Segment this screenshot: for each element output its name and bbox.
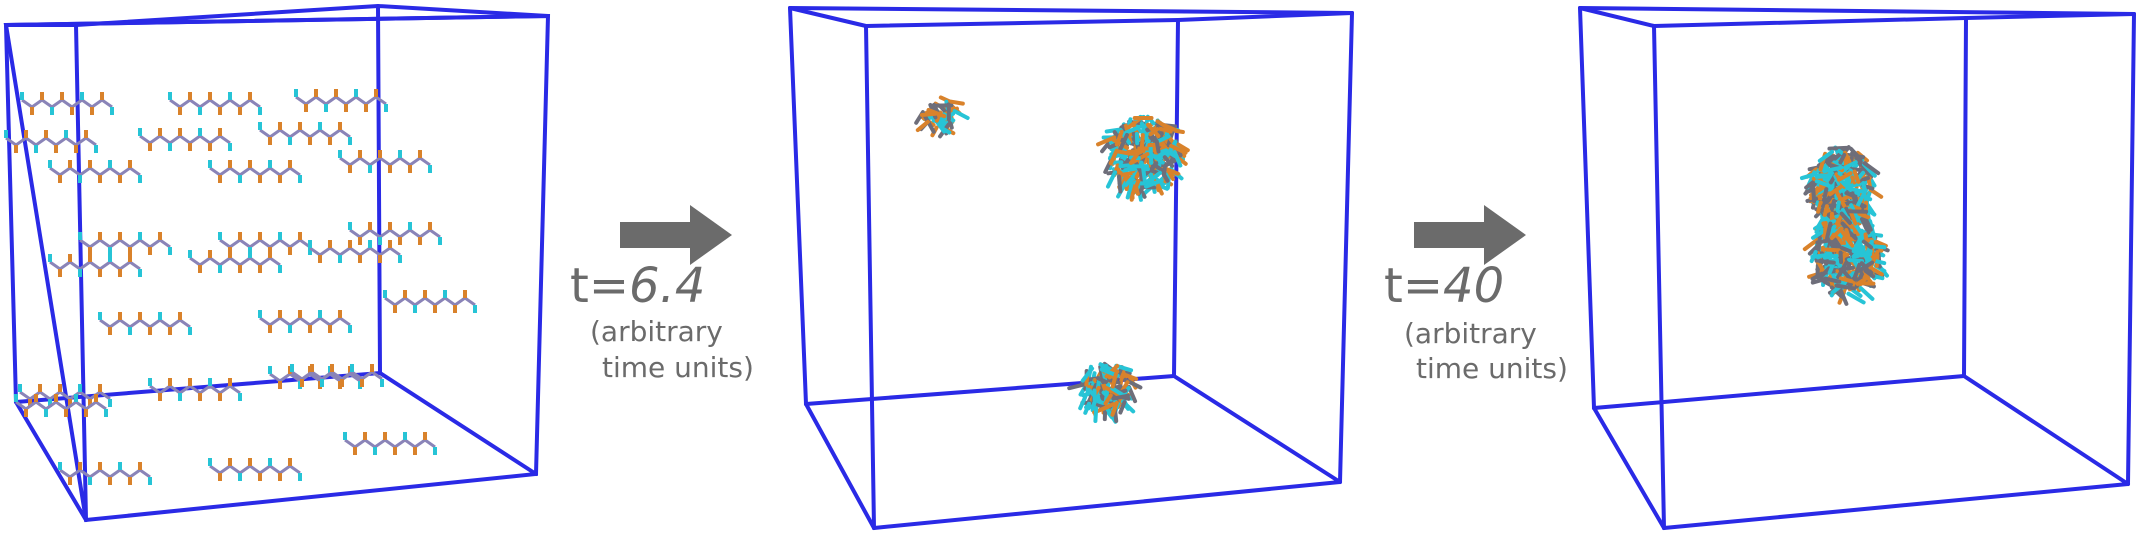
- molecule: [208, 458, 302, 481]
- molecule-aggregate: [1799, 145, 1890, 306]
- units-label-1b: time units): [602, 351, 754, 384]
- molecule: [290, 364, 384, 387]
- molecule: [4, 130, 98, 153]
- box-intermediate: [788, 6, 1354, 530]
- molecule: [148, 378, 242, 401]
- molecule: [168, 92, 262, 115]
- molecule: [20, 92, 114, 115]
- molecule: [14, 394, 108, 417]
- units-label-2b: time units): [1416, 352, 1568, 385]
- molecule: [348, 222, 442, 245]
- molecule: [338, 150, 432, 173]
- molecule: [218, 232, 312, 255]
- units-label-2a: (arbitrary: [1404, 317, 1537, 350]
- cluster: [1802, 206, 1890, 306]
- molecule: [208, 160, 302, 183]
- molecule: [258, 310, 352, 333]
- box-final: [1578, 6, 2136, 530]
- cluster: [914, 95, 970, 139]
- arrow-icon: [620, 205, 732, 265]
- molecule: [78, 232, 172, 255]
- molecule: [48, 160, 142, 183]
- molecule: [98, 312, 192, 335]
- cluster: [1096, 114, 1190, 202]
- units-label-1a: (arbitrary: [590, 315, 723, 348]
- molecules-dispersed: [4, 89, 477, 485]
- molecule: [258, 122, 352, 145]
- molecule: [138, 128, 232, 151]
- panel-final: [1578, 6, 2136, 530]
- molecule-clusters: [914, 95, 1190, 424]
- molecule: [58, 462, 152, 485]
- molecule: [294, 89, 388, 112]
- molecule: [343, 432, 437, 455]
- cluster: [1067, 361, 1143, 424]
- panel-initial: [3, 3, 551, 523]
- molecule: [188, 250, 282, 273]
- molecule: [48, 254, 142, 277]
- transition-1: t=6.4 (arbitrary time units): [570, 205, 754, 384]
- molecule: [308, 240, 402, 263]
- arrow-icon: [1414, 205, 1526, 265]
- transition-2: t=40 (arbitrary time units): [1384, 205, 1568, 385]
- panel-intermediate: [788, 6, 1354, 530]
- time-label-2: t=40: [1384, 258, 1504, 314]
- molecule: [383, 290, 477, 313]
- time-label-1: t=6.4: [570, 258, 705, 314]
